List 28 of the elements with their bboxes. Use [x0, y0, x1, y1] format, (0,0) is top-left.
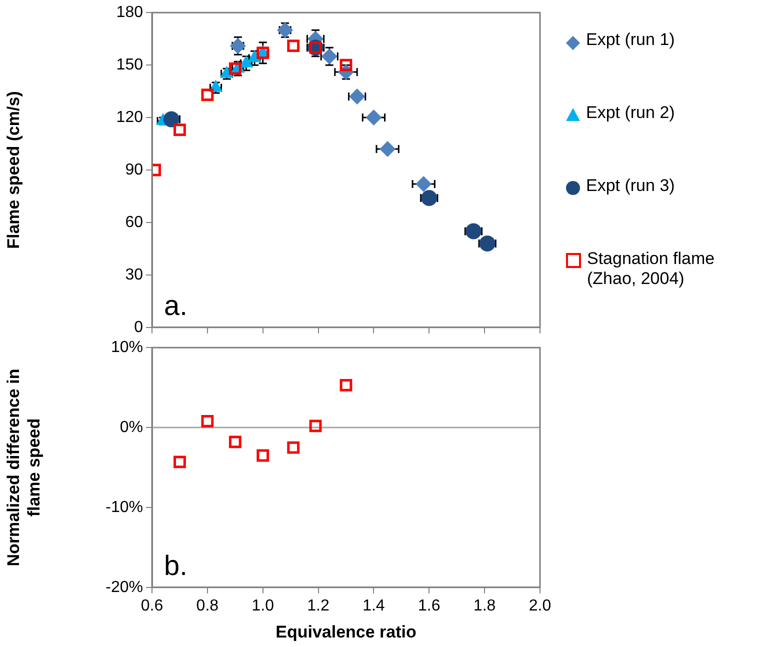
y-tick-label: 120: [116, 108, 144, 126]
y-axis-title: Normalized difference in flame speed: [4, 368, 44, 566]
annotation: b.: [164, 550, 188, 582]
y-tick-label: 90: [125, 161, 144, 178]
y-tick-label: 30: [125, 266, 144, 284]
x-tick-label: 1.4: [362, 597, 385, 614]
y-tick-label: 60: [125, 214, 144, 231]
x-tick-label: 1.6: [418, 597, 440, 614]
y-tick-label: 0%: [120, 418, 143, 436]
y-tick-label: 150: [116, 56, 144, 74]
annotation: a.: [164, 290, 188, 322]
y-tick-label: 180: [116, 4, 144, 22]
y-tick-label: -10%: [106, 498, 143, 516]
legend-label: Expt (run 3): [586, 176, 675, 196]
x-tick-label: 2.0: [528, 597, 552, 614]
y-tick-label: 0: [134, 318, 144, 336]
y-tick-label: -20%: [106, 578, 143, 596]
x-tick-label: 1.0: [252, 597, 274, 614]
y-tick-label: 10%: [110, 339, 143, 356]
legend-label: Expt (run 2): [586, 103, 675, 123]
legend-label: Expt (run 1): [586, 30, 675, 50]
legend-label: Stagnation flame (Zhao, 2004): [587, 249, 716, 289]
x-tick-label: 1.8: [473, 597, 496, 614]
x-tick-label: 1.2: [307, 597, 330, 614]
x-axis-title: Equivalence ratio: [276, 622, 416, 642]
x-tick-label: 0.6: [140, 597, 164, 614]
x-tick-label: 0.8: [196, 597, 219, 614]
y-axis-title: Flame speed (cm/s): [4, 91, 23, 249]
